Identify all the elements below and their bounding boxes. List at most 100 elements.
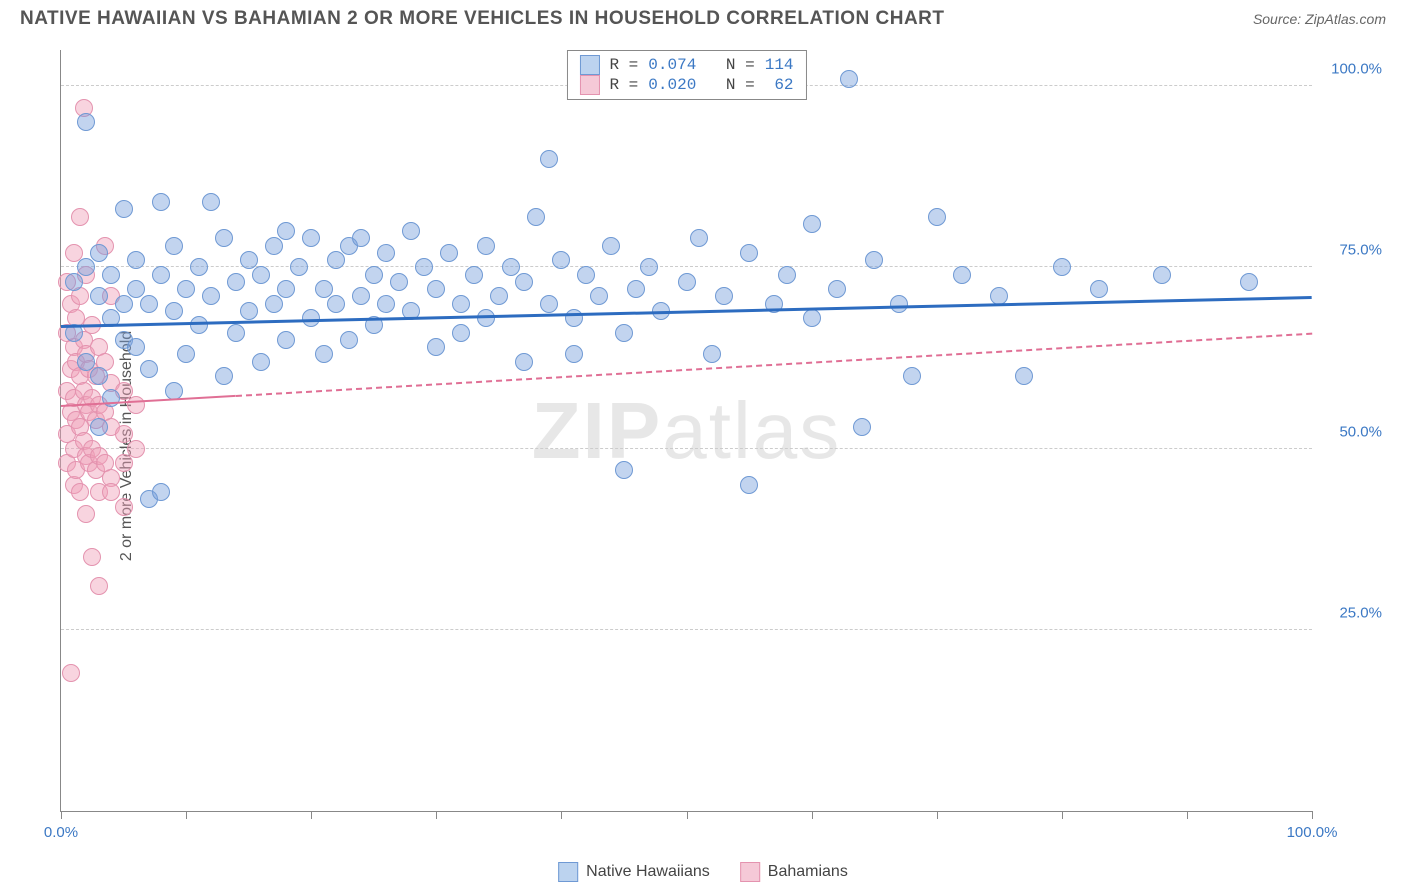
legend-label: Native Hawaiians	[586, 863, 710, 881]
y-tick-label: 50.0%	[1317, 423, 1382, 440]
data-point	[277, 331, 295, 349]
plot-area: ZIPatlas R = 0.074 N = 114 R = 0.020 N =…	[60, 50, 1312, 812]
chart-container: 2 or more Vehicles in Household ZIPatlas…	[20, 50, 1392, 842]
data-point	[377, 244, 395, 262]
data-point	[803, 309, 821, 327]
data-point	[1240, 273, 1258, 291]
y-tick-label: 25.0%	[1317, 604, 1382, 621]
x-tick	[436, 811, 437, 819]
legend-stats: R = 0.074 N = 114 R = 0.020 N = 62	[566, 50, 806, 100]
x-tick	[812, 811, 813, 819]
data-point	[615, 461, 633, 479]
data-point	[62, 664, 80, 682]
data-point	[640, 258, 658, 276]
data-point	[227, 273, 245, 291]
legend-stats-row: R = 0.020 N = 62	[579, 75, 793, 95]
data-point	[377, 295, 395, 313]
data-point	[265, 295, 283, 313]
data-point	[165, 237, 183, 255]
data-point	[302, 229, 320, 247]
data-point	[277, 280, 295, 298]
data-point	[440, 244, 458, 262]
data-point	[177, 345, 195, 363]
stat-label: N =	[726, 56, 755, 74]
data-point	[77, 113, 95, 131]
data-point	[402, 222, 420, 240]
data-point	[115, 295, 133, 313]
data-point	[740, 476, 758, 494]
data-point	[477, 237, 495, 255]
stat-value: 62	[765, 76, 794, 94]
data-point	[602, 237, 620, 255]
data-point	[165, 382, 183, 400]
data-point	[90, 418, 108, 436]
data-point	[527, 208, 545, 226]
data-point	[903, 367, 921, 385]
x-tick	[311, 811, 312, 819]
data-point	[77, 258, 95, 276]
stat-value: 0.074	[648, 56, 696, 74]
data-point	[427, 280, 445, 298]
data-point	[152, 193, 170, 211]
data-point	[290, 258, 308, 276]
data-point	[840, 70, 858, 88]
data-point	[890, 295, 908, 313]
data-point	[577, 266, 595, 284]
x-tick-label: 100.0%	[1287, 824, 1338, 841]
x-tick	[1187, 811, 1188, 819]
data-point	[465, 266, 483, 284]
data-point	[565, 309, 583, 327]
legend-item: Native Hawaiians	[558, 862, 710, 882]
data-point	[190, 316, 208, 334]
data-point	[265, 237, 283, 255]
data-point	[215, 229, 233, 247]
data-point	[165, 302, 183, 320]
data-point	[715, 287, 733, 305]
x-tick	[1312, 811, 1313, 819]
data-point	[190, 258, 208, 276]
data-point	[803, 215, 821, 233]
data-point	[140, 360, 158, 378]
data-point	[127, 396, 145, 414]
data-point	[953, 266, 971, 284]
data-point	[615, 324, 633, 342]
x-tick	[186, 811, 187, 819]
data-point	[177, 280, 195, 298]
chart-header: NATIVE HAWAIIAN VS BAHAMIAN 2 OR MORE VE…	[0, 0, 1406, 34]
data-point	[928, 208, 946, 226]
data-point	[277, 222, 295, 240]
data-point	[340, 331, 358, 349]
chart-title: NATIVE HAWAIIAN VS BAHAMIAN 2 OR MORE VE…	[20, 8, 945, 30]
data-point	[1153, 266, 1171, 284]
data-point	[240, 302, 258, 320]
x-tick	[561, 811, 562, 819]
x-tick	[1062, 811, 1063, 819]
data-point	[77, 505, 95, 523]
data-point	[853, 418, 871, 436]
data-point	[778, 266, 796, 284]
data-point	[83, 548, 101, 566]
stat-value: 0.020	[648, 76, 696, 94]
gridline	[61, 629, 1312, 630]
stat-label: R =	[609, 56, 638, 74]
data-point	[1015, 367, 1033, 385]
legend-swatch-icon	[579, 75, 599, 95]
data-point	[327, 295, 345, 313]
x-tick	[61, 811, 62, 819]
data-point	[327, 251, 345, 269]
data-point	[828, 280, 846, 298]
data-point	[227, 324, 245, 342]
legend-stats-row: R = 0.074 N = 114	[579, 55, 793, 75]
data-point	[590, 287, 608, 305]
data-point	[865, 251, 883, 269]
data-point	[71, 208, 89, 226]
data-point	[565, 345, 583, 363]
stat-value: 114	[765, 56, 794, 74]
stat-label: N =	[726, 76, 755, 94]
data-point	[452, 295, 470, 313]
data-point	[1053, 258, 1071, 276]
data-point	[90, 577, 108, 595]
data-point	[127, 338, 145, 356]
legend-series: Native Hawaiians Bahamians	[558, 862, 848, 882]
legend-label: Bahamians	[768, 863, 848, 881]
